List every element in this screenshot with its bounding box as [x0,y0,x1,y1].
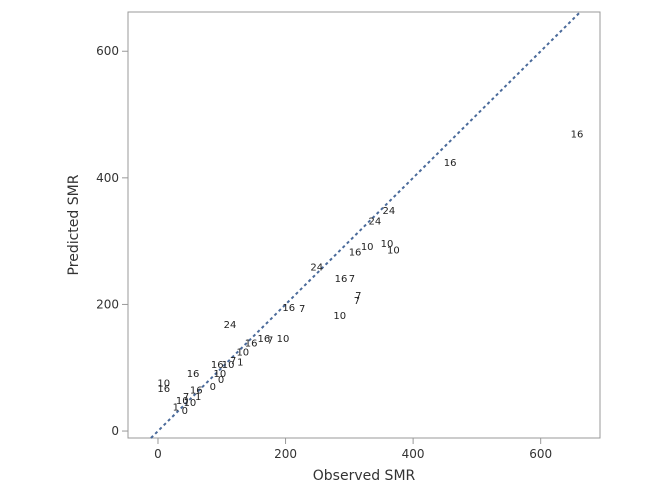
x-axis-label: Observed SMR [313,468,416,484]
point-label: 16 [349,247,362,258]
point-label: 1 [173,402,179,413]
point-label: 10 [236,347,249,358]
point-label: 16 [187,369,200,380]
point-label: 24 [310,262,323,273]
point-label: 24 [368,216,381,227]
point-label: 16 [335,274,348,285]
point-label: 16 [257,334,270,345]
point-label: 1 [195,392,201,403]
point-label: 16 [245,338,258,349]
point-label: 7 [267,335,273,346]
point-label: 7 [183,392,189,403]
x-tick-label: 600 [529,447,552,461]
point-label: 16 [571,130,584,141]
y-tick-label: 0 [111,424,119,438]
point-label: 24 [224,320,237,331]
reference-line [150,11,581,439]
point-label: 7 [349,274,355,285]
plot-frame [127,11,601,439]
point-label: 10 [157,378,170,389]
point-label: 7 [230,356,236,367]
point-label: 16 [282,303,295,314]
point-label: 16 [190,385,203,396]
point-label: 10 [387,245,400,256]
point-label: 10 [277,334,290,345]
point-label: 7 [299,304,305,315]
x-tick-label: 400 [402,447,425,461]
y-tick-label: 400 [96,171,119,185]
point-label: 10 [184,398,197,409]
y-tick-label: 600 [96,44,119,58]
point-label: 10 [176,396,189,407]
point-label: 10 [381,239,394,250]
point-label: 1 [237,357,243,368]
point-label: 16 [211,360,224,371]
point-label: 10 [222,360,235,371]
point-label: 10 [213,369,226,380]
x-tick-label: 200 [274,447,297,461]
point-label: 24 [383,206,396,217]
point-label: 7 [355,291,361,302]
point-label: 10 [333,311,346,322]
point-label: 0 [218,375,224,386]
x-tick-label: 0 [154,447,162,461]
point-label: 0 [210,382,216,393]
point-label: 16 [444,158,457,169]
point-label: 7 [354,296,360,307]
point-label: 10 [361,242,374,253]
y-tick-label: 200 [96,297,119,311]
point-label: 0 [182,406,188,417]
point-label: 16 [157,384,170,395]
y-axis-label: Predicted SMR [66,174,82,275]
